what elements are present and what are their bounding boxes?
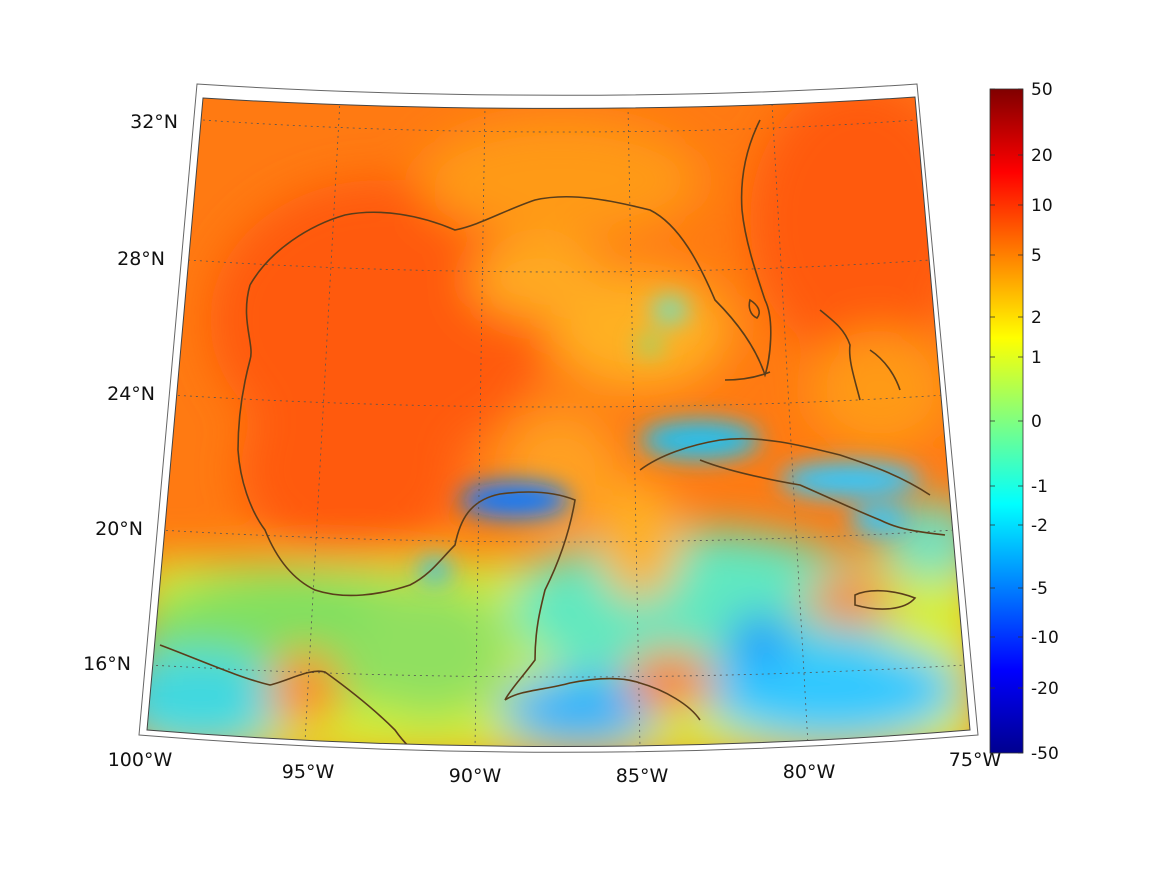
colorbar-tick-label: 20: [1031, 146, 1053, 166]
lat-label-24n: 24°N: [107, 383, 155, 405]
colorbar-tick-label: 1: [1031, 348, 1042, 368]
colorbar-tick-label: 50: [1031, 80, 1053, 100]
map-frame-outer: [138, 83, 979, 753]
lon-label-90w: 90°W: [449, 765, 502, 787]
colorbar-tick-label: 2: [1031, 308, 1042, 328]
colorbar-tick-label: -5: [1031, 579, 1048, 599]
coastlines: [159, 119, 946, 747]
latitude-labels: 32°N 28°N 24°N 20°N 16°N: [83, 111, 178, 675]
lon-label-100w: 100°W: [108, 749, 173, 771]
colorbar-tick-label: -1: [1031, 477, 1048, 497]
graticule: [149, 99, 966, 747]
lat-label-32n: 32°N: [130, 111, 178, 133]
colorbar-tick-label: -50: [1031, 744, 1059, 764]
colorbar-tick-label: -20: [1031, 679, 1059, 699]
lat-label-16n: 16°N: [83, 653, 131, 675]
colorbar-tick-label: 10: [1031, 196, 1053, 216]
colorbar-gradient: [989, 88, 1024, 754]
lon-label-80w: 80°W: [783, 761, 836, 783]
lat-label-20n: 20°N: [95, 518, 143, 540]
longitude-labels: 100°W 95°W 90°W 85°W 80°W 75°W: [108, 749, 1002, 787]
lat-label-28n: 28°N: [117, 248, 165, 270]
colorbar-tick-label: 5: [1031, 246, 1042, 266]
colorbar-tick-label: -2: [1031, 516, 1048, 536]
colorbar-tick-label: -10: [1031, 628, 1059, 648]
map-frame: [146, 96, 971, 747]
map-field: [147, 97, 970, 747]
lon-label-75w: 75°W: [949, 749, 1002, 771]
lon-label-95w: 95°W: [282, 761, 335, 783]
colorbar-tick-label: 0: [1031, 412, 1042, 432]
lon-label-85w: 85°W: [616, 765, 669, 787]
